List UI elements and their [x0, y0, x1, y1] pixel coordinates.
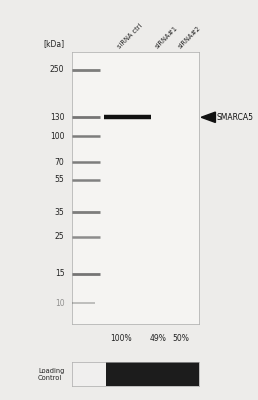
- Text: 100: 100: [50, 132, 64, 141]
- Text: 250: 250: [50, 65, 64, 74]
- Text: 70: 70: [55, 158, 64, 167]
- Text: siRNA#1: siRNA#1: [154, 25, 179, 50]
- Bar: [72, 362, 106, 386]
- Text: 35: 35: [55, 208, 64, 217]
- Text: 25: 25: [55, 232, 64, 241]
- Text: 100%: 100%: [110, 334, 132, 343]
- Text: 130: 130: [50, 113, 64, 122]
- Text: SMARCA5: SMARCA5: [217, 113, 254, 122]
- Text: 49%: 49%: [150, 334, 167, 343]
- Text: 50%: 50%: [173, 334, 189, 343]
- Text: 10: 10: [55, 299, 64, 308]
- Text: siRNA ctrl: siRNA ctrl: [117, 23, 144, 50]
- Text: siRNA#2: siRNA#2: [177, 25, 201, 50]
- Text: 15: 15: [55, 269, 64, 278]
- Bar: [106, 362, 199, 386]
- Text: Loading
Control: Loading Control: [38, 368, 64, 380]
- Text: [kDa]: [kDa]: [43, 39, 64, 48]
- Text: 55: 55: [55, 175, 64, 184]
